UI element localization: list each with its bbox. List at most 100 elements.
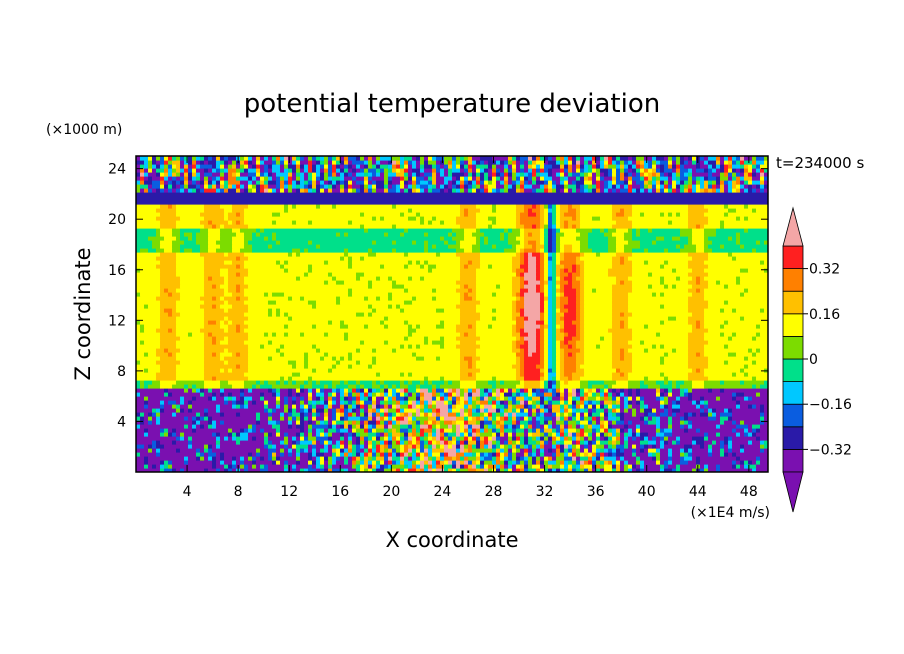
contour-cell [448, 232, 453, 237]
contour-cell [564, 352, 569, 357]
contour-cell [476, 440, 481, 445]
contour-cell [660, 448, 669, 453]
contour-cell [584, 296, 613, 301]
contour-cell [528, 412, 533, 417]
contour-cell [480, 248, 505, 253]
contour-cell [224, 260, 233, 265]
contour-cell [524, 244, 533, 249]
contour-cell [652, 408, 657, 413]
contour-cell [504, 408, 509, 413]
contour-cell [216, 420, 221, 425]
contour-cell [576, 456, 581, 461]
contour-cell [240, 460, 245, 465]
contour-cell [660, 384, 673, 389]
contour-cell [272, 384, 301, 389]
contour-cell [264, 392, 273, 397]
contour-cell [700, 280, 709, 285]
contour-cell [416, 460, 421, 465]
contour-cell [604, 444, 609, 449]
contour-cell [248, 180, 253, 185]
contour-cell [504, 388, 509, 393]
contour-cell [460, 392, 465, 397]
contour-cell [584, 372, 613, 377]
contour-cell [552, 408, 561, 413]
contour-cell [624, 388, 629, 393]
contour-cell [484, 440, 489, 445]
contour-cell [516, 236, 525, 241]
contour-cell [580, 448, 585, 453]
contour-cell [716, 468, 721, 472]
contour-cell [312, 412, 317, 417]
contour-cell [180, 236, 189, 241]
contour-cell [184, 456, 189, 461]
contour-cell [564, 332, 569, 337]
contour-cell [228, 328, 237, 333]
contour-cell [432, 400, 437, 405]
contour-cell [464, 440, 469, 445]
contour-cell [716, 408, 725, 413]
contour-cell [612, 348, 621, 353]
contour-cell [520, 392, 525, 397]
contour-cell [544, 368, 549, 373]
contour-cell [612, 304, 629, 309]
contour-cell [424, 260, 429, 265]
contour-cell [564, 456, 573, 461]
contour-cell [216, 180, 221, 185]
contour-cell [336, 296, 341, 301]
contour-cell [424, 452, 429, 457]
contour-cell [168, 428, 173, 433]
contour-cell [704, 236, 709, 241]
contour-cell [720, 412, 733, 417]
contour-cell [376, 276, 381, 281]
contour-cell [756, 324, 761, 329]
contour-cell [332, 380, 341, 385]
contour-cell [680, 232, 693, 237]
contour-cell [720, 332, 725, 337]
contour-cell [136, 324, 141, 329]
contour-cell [304, 332, 325, 337]
contour-cell [388, 304, 393, 309]
contour-cell [720, 468, 753, 472]
contour-cell [344, 248, 349, 253]
contour-cell [404, 412, 409, 417]
contour-cell [216, 188, 221, 193]
contour-cell [172, 464, 213, 469]
contour-cell [460, 396, 465, 401]
contour-cell [556, 352, 561, 357]
contour-cell [436, 384, 441, 389]
contour-cell [604, 388, 609, 393]
contour-cell [272, 440, 281, 445]
contour-cell [668, 436, 677, 441]
contour-cell [460, 316, 481, 321]
contour-cell [480, 404, 485, 409]
contour-cell [496, 244, 513, 249]
contour-cell [616, 184, 621, 189]
contour-cell [612, 344, 633, 349]
contour-cell [580, 308, 585, 313]
contour-cell [640, 416, 645, 421]
contour-cell [172, 240, 185, 245]
contour-cell [356, 460, 361, 465]
contour-cell [168, 432, 173, 437]
contour-cell [752, 376, 757, 381]
contour-cell [368, 284, 373, 289]
contour-cell [676, 400, 681, 405]
contour-cell [648, 228, 653, 233]
contour-cell [572, 372, 585, 377]
contour-cell [480, 460, 485, 465]
contour-cell [160, 416, 185, 421]
contour-cell [184, 180, 189, 185]
contour-cell [224, 316, 229, 321]
contour-cell [164, 288, 169, 293]
contour-cell [624, 432, 629, 437]
contour-cell [596, 452, 601, 457]
contour-cell [664, 432, 673, 437]
contour-cell [532, 400, 537, 405]
contour-cell [588, 424, 593, 429]
contour-cell [500, 232, 505, 237]
contour-cell [156, 256, 177, 261]
contour-cell [160, 428, 165, 433]
contour-cell [408, 392, 413, 397]
contour-cell [732, 452, 737, 457]
contour-cell [584, 448, 589, 453]
